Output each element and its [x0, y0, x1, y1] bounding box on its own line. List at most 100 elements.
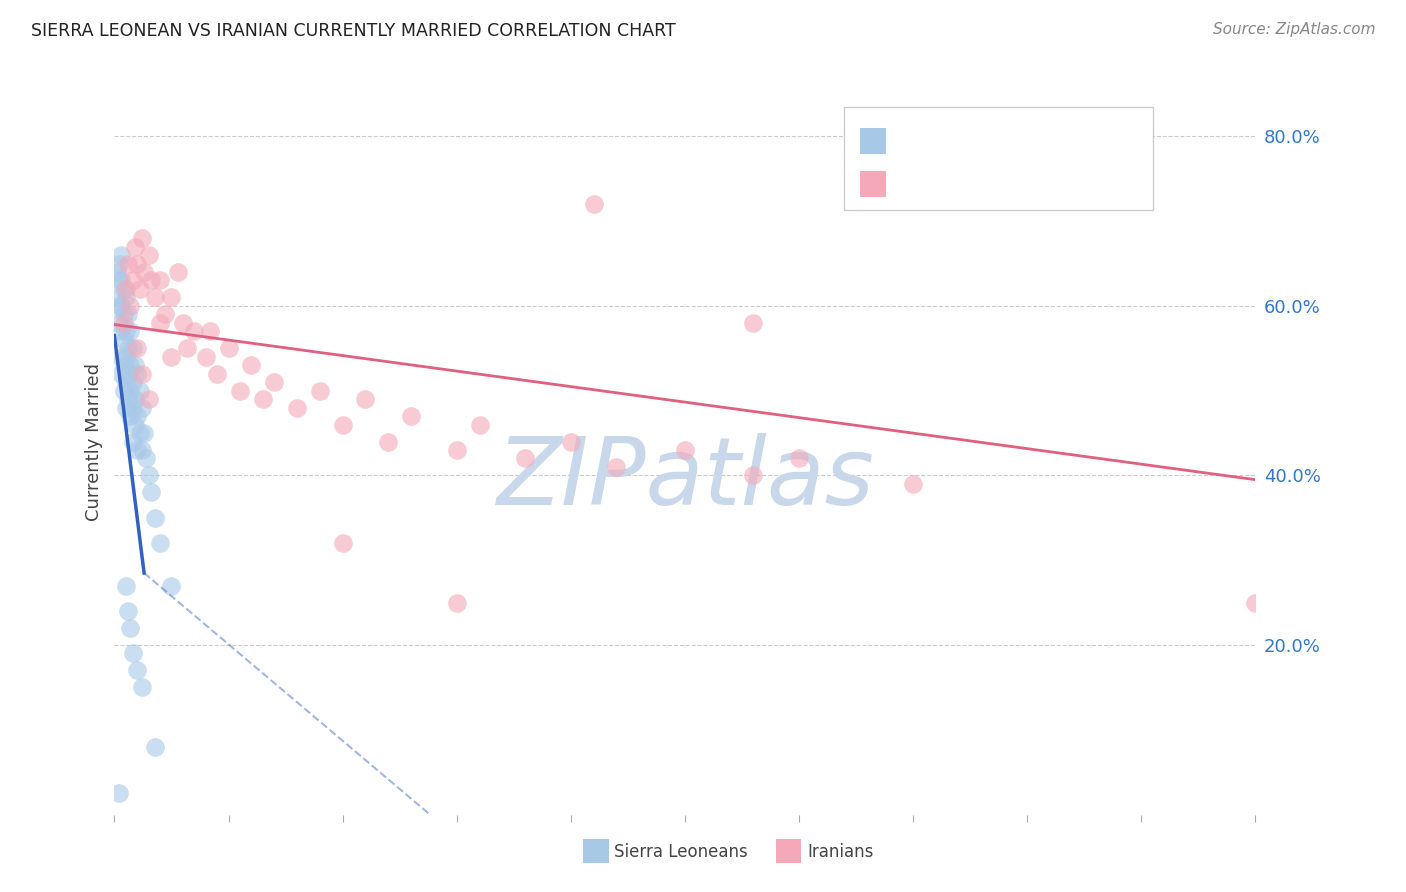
Point [117, 604, 139, 618]
Point [285, 401, 308, 415]
Point [145, 290, 167, 304]
Point [218, 341, 240, 355]
Point [377, 434, 399, 449]
Point [229, 384, 252, 398]
Point [131, 443, 153, 458]
Text: Iranians: Iranians [807, 843, 873, 861]
Text: Source: ZipAtlas.com: Source: ZipAtlas.com [1212, 22, 1375, 37]
Point [110, 248, 132, 262]
Point [194, 350, 217, 364]
Point [446, 443, 468, 458]
Point [108, 299, 131, 313]
Point [332, 536, 354, 550]
Point [112, 384, 135, 398]
Point [787, 451, 810, 466]
Point [132, 265, 155, 279]
Point [112, 307, 135, 321]
Point [124, 392, 146, 406]
Point [582, 197, 605, 211]
Point [110, 324, 132, 338]
Point [172, 316, 194, 330]
Point [1244, 596, 1267, 610]
Y-axis label: Currently Married: Currently Married [86, 362, 103, 521]
Point [176, 341, 198, 355]
Point [124, 417, 146, 432]
Point [124, 239, 146, 253]
Point [114, 350, 136, 364]
Point [128, 425, 150, 440]
Point [149, 273, 172, 287]
Point [108, 256, 131, 270]
Point [742, 316, 765, 330]
Point [131, 401, 153, 415]
Point [138, 392, 160, 406]
Text: R = -0.457    N = 59: R = -0.457 N = 59 [900, 132, 1098, 150]
Point [605, 460, 627, 475]
Point [127, 664, 149, 678]
Point [121, 647, 143, 661]
Point [117, 367, 139, 381]
Point [128, 282, 150, 296]
Point [149, 316, 172, 330]
Point [149, 536, 172, 550]
Point [110, 350, 132, 364]
Point [399, 409, 422, 423]
Point [205, 367, 228, 381]
Point [112, 282, 135, 296]
Point [114, 282, 136, 296]
Point [252, 392, 274, 406]
Point [108, 273, 131, 287]
Point [127, 367, 149, 381]
Point [120, 299, 142, 313]
Point [105, 290, 128, 304]
Point [121, 401, 143, 415]
Point [117, 256, 139, 270]
Point [114, 579, 136, 593]
Point [121, 434, 143, 449]
Point [132, 425, 155, 440]
Point [160, 350, 183, 364]
Point [114, 290, 136, 304]
Point [124, 358, 146, 372]
Point [200, 324, 222, 338]
Point [114, 375, 136, 389]
Point [114, 401, 136, 415]
Point [127, 341, 149, 355]
Point [127, 409, 149, 423]
Point [117, 392, 139, 406]
Text: ZIPatlas: ZIPatlas [496, 434, 875, 524]
Text: R = -0.232    N = 52: R = -0.232 N = 52 [900, 175, 1098, 193]
Point [354, 392, 377, 406]
Point [121, 341, 143, 355]
Point [120, 358, 142, 372]
Point [167, 265, 190, 279]
Point [139, 485, 162, 500]
Point [110, 299, 132, 313]
Point [108, 316, 131, 330]
Point [117, 341, 139, 355]
Point [121, 273, 143, 287]
Point [332, 417, 354, 432]
Point [560, 434, 582, 449]
Point [131, 231, 153, 245]
Point [127, 256, 149, 270]
Point [160, 290, 183, 304]
Point [145, 739, 167, 754]
Point [742, 468, 765, 483]
Point [105, 265, 128, 279]
Point [901, 477, 924, 491]
Point [120, 384, 142, 398]
Point [183, 324, 205, 338]
Point [446, 596, 468, 610]
Point [139, 273, 162, 287]
Point [145, 511, 167, 525]
Point [114, 324, 136, 338]
Point [135, 451, 157, 466]
Point [240, 358, 263, 372]
Point [138, 248, 160, 262]
Point [153, 307, 176, 321]
Point [110, 273, 132, 287]
Point [112, 316, 135, 330]
Point [160, 579, 183, 593]
Point [120, 621, 142, 635]
